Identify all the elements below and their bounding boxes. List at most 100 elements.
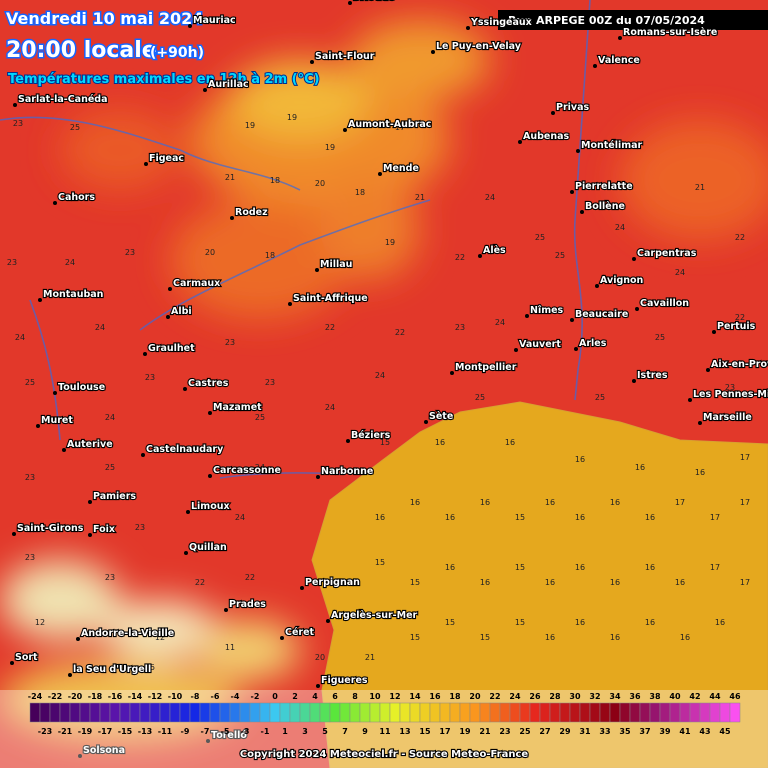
city-dot bbox=[168, 287, 172, 291]
scale-label: -4 bbox=[231, 692, 240, 701]
city-dot bbox=[632, 257, 636, 261]
city-dot bbox=[12, 532, 16, 536]
scale-label: 19 bbox=[459, 727, 471, 736]
scale-cell bbox=[49, 702, 61, 723]
city-label: Arles bbox=[579, 338, 607, 349]
temperature: 22 bbox=[735, 233, 745, 242]
city-label: Cavaillon bbox=[640, 298, 689, 309]
city-marker: Toulouse bbox=[53, 381, 106, 395]
city-marker: Vauvert bbox=[514, 338, 562, 352]
city-label: Millau bbox=[320, 259, 352, 270]
scale-label: 29 bbox=[559, 727, 571, 736]
city-marker: Brioude bbox=[348, 0, 396, 5]
scale-label: 35 bbox=[619, 727, 631, 736]
scale-label: -13 bbox=[138, 727, 152, 736]
temperature: 24 bbox=[375, 371, 385, 380]
scale-label: 16 bbox=[429, 692, 441, 701]
city-marker: Mauriac bbox=[188, 14, 237, 28]
scale-label: -18 bbox=[88, 692, 103, 701]
scale-cell bbox=[429, 702, 441, 723]
scale-label: -16 bbox=[108, 692, 123, 701]
city-label: Istres bbox=[637, 370, 668, 381]
city-dot bbox=[593, 64, 597, 68]
temperature: 21 bbox=[415, 193, 425, 202]
scale-label: -9 bbox=[181, 727, 190, 736]
city-marker: Cahors bbox=[53, 191, 96, 205]
city-dot bbox=[206, 739, 210, 743]
scale-label: 2 bbox=[292, 692, 298, 701]
scale-cell bbox=[349, 702, 361, 723]
city-dot bbox=[280, 636, 284, 640]
temperature: 17 bbox=[675, 498, 685, 507]
scale-label: 21 bbox=[479, 727, 491, 736]
city-dot bbox=[78, 754, 82, 758]
city-dot bbox=[346, 439, 350, 443]
scale-label: 10 bbox=[369, 692, 381, 701]
city-label: Albi bbox=[171, 306, 192, 317]
city-dot bbox=[698, 421, 702, 425]
scale-cell bbox=[109, 702, 121, 723]
temperature: 20 bbox=[315, 653, 325, 662]
city-marker: Argelès-sur-Mer bbox=[326, 609, 419, 623]
city-dot bbox=[36, 424, 40, 428]
city-dot bbox=[143, 352, 147, 356]
scale-label: 9 bbox=[362, 727, 368, 736]
city-label: Narbonne bbox=[321, 466, 373, 477]
city-label: Brioude bbox=[353, 0, 395, 3]
city-dot bbox=[570, 318, 574, 322]
city-label: Marseille bbox=[703, 412, 752, 423]
temperature: 25 bbox=[475, 393, 485, 402]
city-label: Valence bbox=[598, 55, 640, 66]
scale-label: 43 bbox=[699, 727, 710, 736]
scale-label: 39 bbox=[659, 727, 671, 736]
city-label: Céret bbox=[285, 627, 315, 638]
city-label: Torelló bbox=[211, 730, 247, 741]
scale-cell bbox=[639, 702, 651, 723]
city-marker: Montélimar bbox=[576, 139, 644, 153]
scale-label: -14 bbox=[128, 692, 143, 701]
city-label: Castres bbox=[188, 378, 229, 389]
scale-label: -17 bbox=[98, 727, 112, 736]
city-marker: Pertuis bbox=[712, 320, 757, 334]
city-dot bbox=[343, 128, 347, 132]
scale-cell bbox=[699, 702, 711, 723]
scale-cell bbox=[379, 702, 391, 723]
temperature: 23 bbox=[135, 523, 145, 532]
scale-cell bbox=[729, 702, 741, 723]
city-marker: Narbonne bbox=[316, 465, 374, 479]
city-dot bbox=[186, 510, 190, 514]
scale-cell bbox=[289, 702, 301, 723]
temperature: 23 bbox=[13, 119, 23, 128]
city-marker: Castelnaudary bbox=[141, 443, 225, 457]
city-dot bbox=[300, 586, 304, 590]
city-marker: Muret bbox=[36, 414, 74, 428]
scale-label: 38 bbox=[649, 692, 661, 701]
city-dot bbox=[315, 268, 319, 272]
city-label: Rodez bbox=[235, 207, 268, 218]
scale-cell bbox=[159, 702, 171, 723]
temperature: 24 bbox=[615, 223, 625, 232]
temperature: 16 bbox=[645, 513, 655, 522]
scale-label: 37 bbox=[639, 727, 650, 736]
temperature: 16 bbox=[545, 578, 555, 587]
scale-cell bbox=[679, 702, 691, 723]
city-marker: Aubenas bbox=[518, 130, 571, 144]
scale-label: 46 bbox=[729, 692, 741, 701]
temperature: 23 bbox=[105, 573, 115, 582]
city-label: Pamiers bbox=[93, 491, 136, 502]
city-marker: Béziers bbox=[346, 429, 392, 443]
scale-label: 1 bbox=[282, 727, 288, 736]
city-marker: Romans-sur-Isère bbox=[618, 26, 718, 40]
temperature: 25 bbox=[255, 413, 265, 422]
city-dot bbox=[88, 500, 92, 504]
temperature: 24 bbox=[95, 323, 105, 332]
temperature: 16 bbox=[410, 498, 420, 507]
sea bbox=[311, 401, 768, 769]
city-label: Mazamet bbox=[213, 402, 262, 413]
scale-cell bbox=[89, 702, 101, 723]
city-label: Vauvert bbox=[519, 339, 561, 350]
city-label: Carpentras bbox=[637, 248, 697, 259]
scale-cell bbox=[39, 702, 51, 723]
city-dot bbox=[208, 411, 212, 415]
city-dot bbox=[424, 420, 428, 424]
